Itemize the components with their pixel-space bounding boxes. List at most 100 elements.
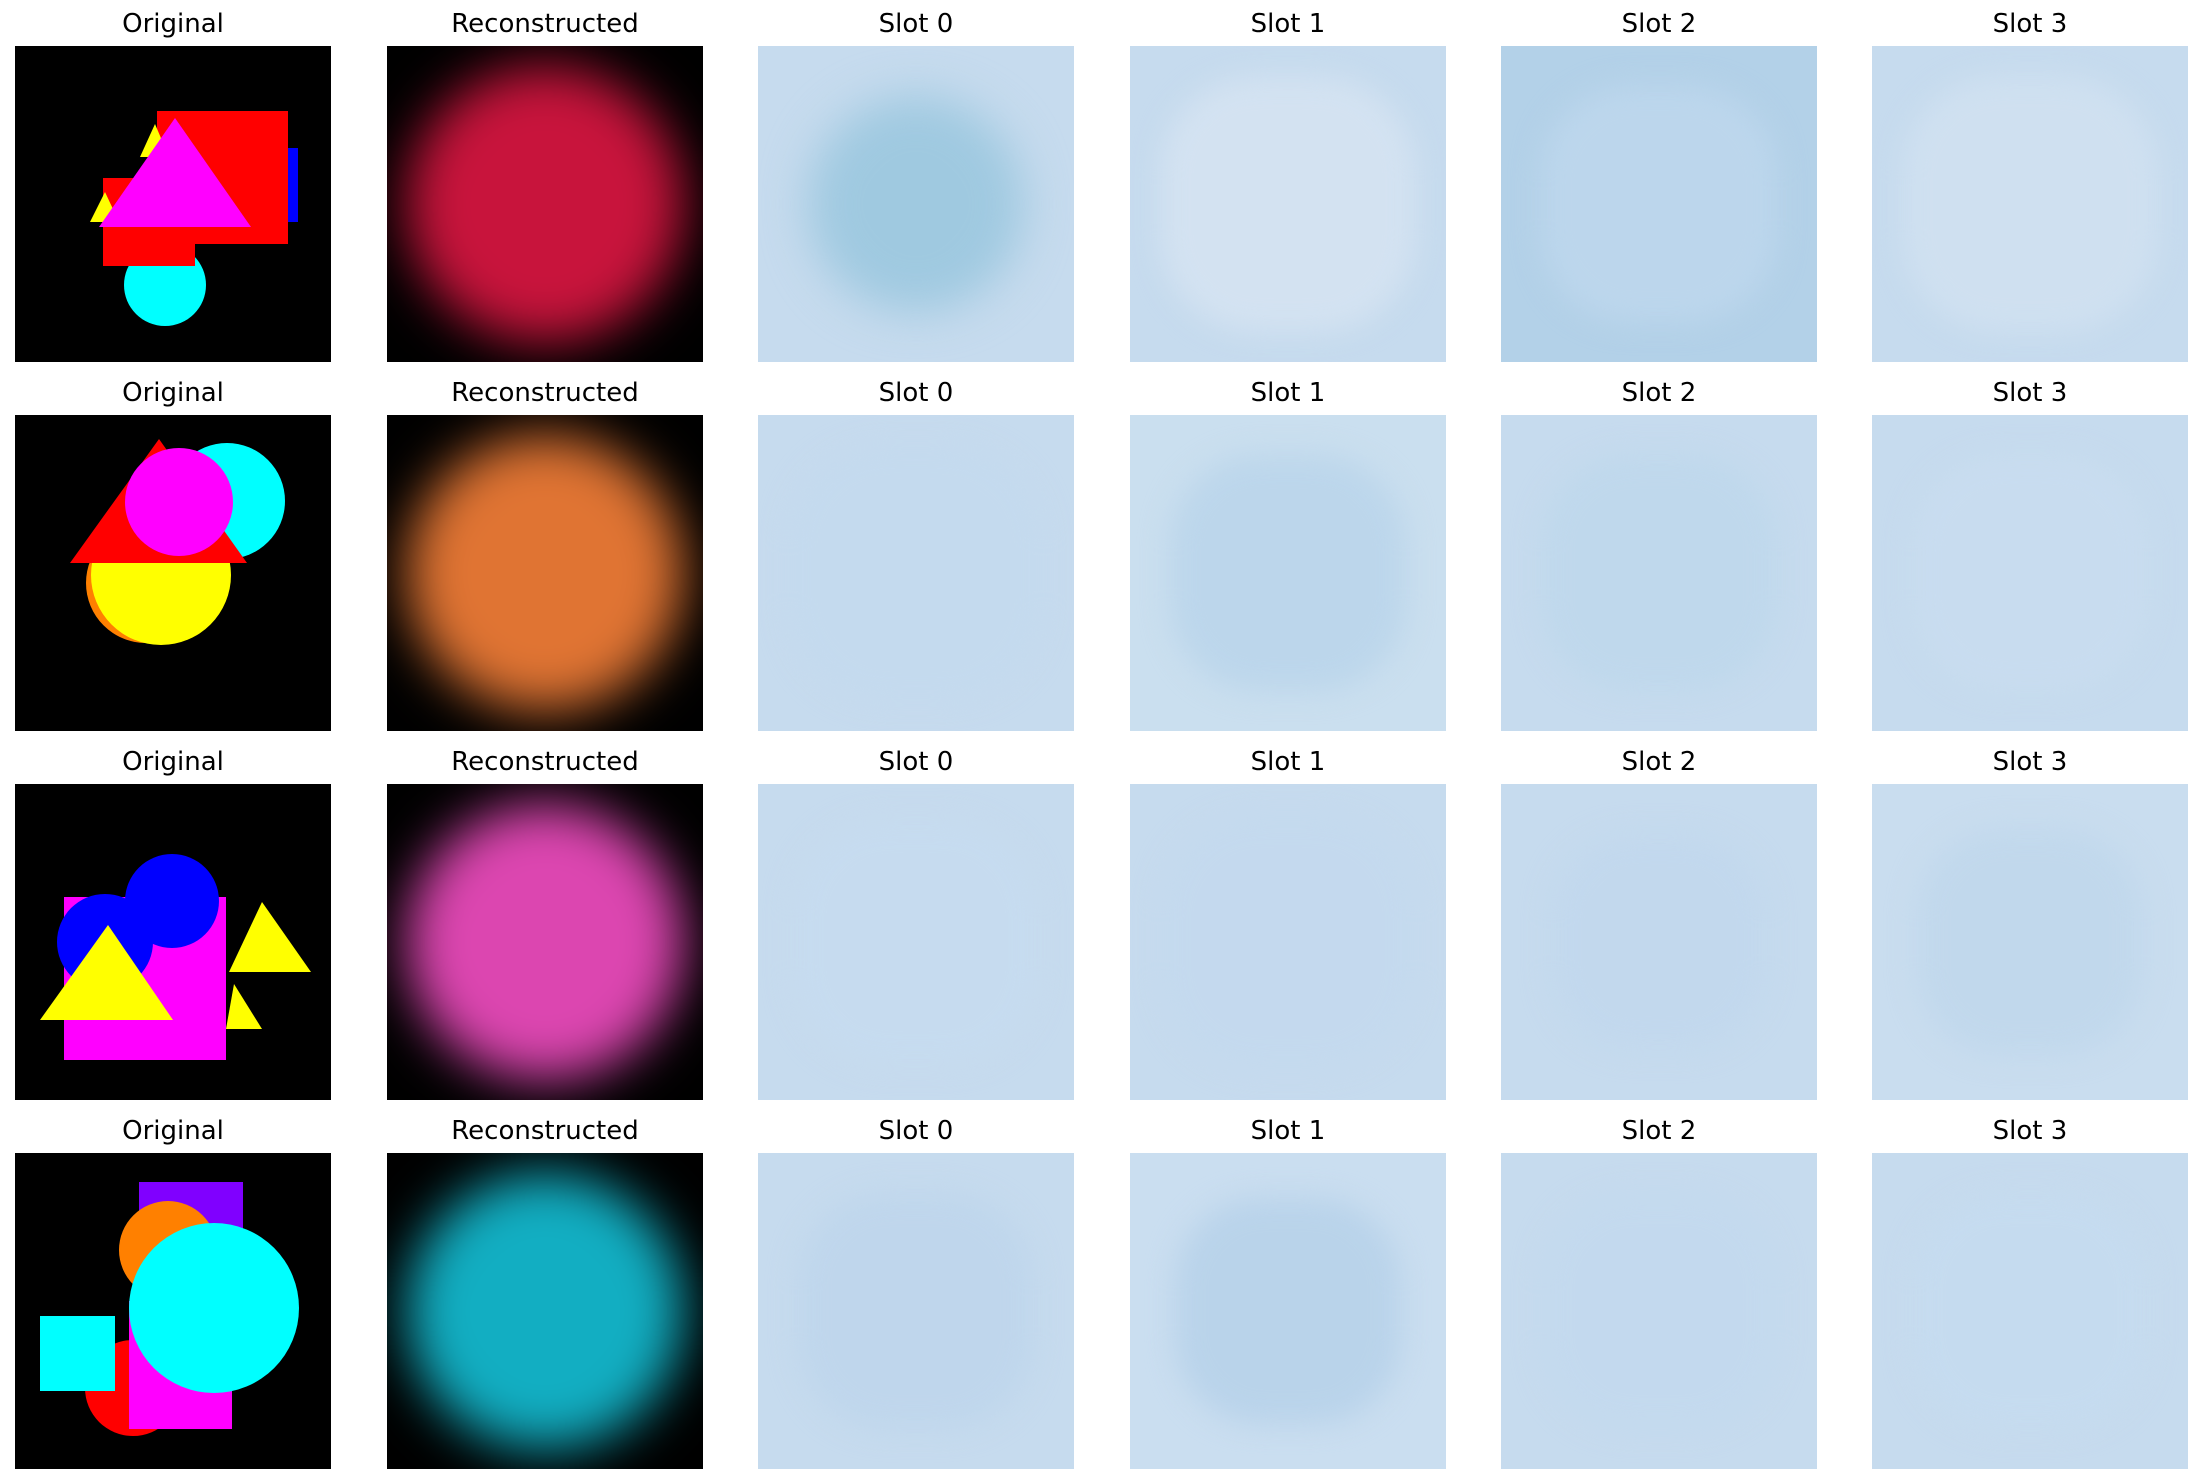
- slot-0-mask: [758, 46, 1074, 362]
- slot-tint: [798, 1193, 1034, 1429]
- original-image: [15, 46, 331, 362]
- slot-tint: [1917, 829, 2143, 1055]
- original-shapes: [90, 111, 298, 326]
- slot-2-cell: Slot 2: [1501, 369, 1817, 738]
- slot-3-mask: [1872, 1153, 2188, 1469]
- cyan-circle: [129, 1223, 299, 1393]
- slot-tint: [1541, 1193, 1777, 1429]
- reconstructed-image: [387, 46, 703, 362]
- cyan-square: [40, 1316, 115, 1391]
- slot-tint: [1160, 76, 1416, 332]
- slot-1-mask: [1130, 784, 1446, 1100]
- slot-0-cell: Slot 0: [758, 0, 1074, 369]
- slot-tint: [1912, 1193, 2148, 1429]
- original-title: Original: [122, 9, 224, 39]
- slot-2-mask: [1501, 415, 1817, 731]
- slot-tint: [1160, 814, 1416, 1070]
- original-cell: Original: [15, 738, 331, 1107]
- slot-title: Slot 0: [878, 9, 954, 39]
- blue-circle-top: [125, 854, 219, 948]
- slot-1-mask: [1130, 1153, 1446, 1469]
- slot-title: Slot 0: [878, 1116, 954, 1146]
- slot-tint: [1902, 76, 2158, 332]
- slot-0-mask: [758, 415, 1074, 731]
- reconstructed-title: Reconstructed: [451, 747, 639, 777]
- slot-0-cell: Slot 0: [758, 369, 1074, 738]
- slot-title: Slot 3: [1992, 378, 2068, 408]
- slot-1-cell: Slot 1: [1130, 1107, 1446, 1476]
- grid-row-2: Original Reconstructed Slot 0 Slot 1 Slo: [0, 369, 2201, 738]
- slot-3-cell: Slot 3: [1872, 0, 2188, 369]
- reconstruction-blob: [407, 66, 683, 342]
- original-cell: Original: [15, 369, 331, 738]
- original-cell: Original: [15, 1107, 331, 1476]
- reconstruction-blob: [407, 804, 683, 1080]
- yellow-triangle-small: [226, 984, 262, 1029]
- slot-title: Slot 3: [1992, 747, 2068, 777]
- slot-tint: [1551, 834, 1767, 1050]
- original-shapes: [40, 854, 311, 1060]
- slot-3-cell: Slot 3: [1872, 738, 2188, 1107]
- grid-row-4: Original Reconstructed Slot 0 Slot 1: [0, 1107, 2201, 1476]
- slot-1-cell: Slot 1: [1130, 369, 1446, 738]
- slot-1-mask: [1130, 415, 1446, 731]
- blue-square: [288, 148, 298, 222]
- slot-3-mask: [1872, 784, 2188, 1100]
- original-image: [15, 784, 331, 1100]
- slot-0-mask: [758, 1153, 1074, 1469]
- reconstructed-title: Reconstructed: [451, 1116, 639, 1146]
- slot-3-mask: [1872, 415, 2188, 731]
- slot-2-mask: [1501, 784, 1817, 1100]
- reconstructed-image: [387, 415, 703, 731]
- slot-0-cell: Slot 0: [758, 1107, 1074, 1476]
- reconstructed-image: [387, 784, 703, 1100]
- reconstruction-blob: [407, 435, 683, 711]
- slot-tint: [1541, 455, 1777, 691]
- original-shapes: [40, 1182, 299, 1436]
- slot-title: Slot 3: [1992, 1116, 2068, 1146]
- original-title: Original: [122, 1116, 224, 1146]
- slot-tint: [793, 819, 1039, 1065]
- magenta-circle: [125, 448, 233, 556]
- slot-2-mask: [1501, 1153, 1817, 1469]
- original-shapes: [70, 439, 285, 645]
- slot-1-cell: Slot 1: [1130, 0, 1446, 369]
- reconstruction-blob: [407, 1173, 683, 1449]
- slot-tint: [1541, 86, 1777, 322]
- yellow-triangle-left: [40, 925, 173, 1020]
- reconstructed-title: Reconstructed: [451, 9, 639, 39]
- original-title: Original: [122, 378, 224, 408]
- slot-3-cell: Slot 3: [1872, 369, 2188, 738]
- slot-1-mask: [1130, 46, 1446, 362]
- yellow-triangle-right: [229, 902, 311, 972]
- slot-title: Slot 0: [878, 747, 954, 777]
- slot-2-cell: Slot 2: [1501, 738, 1817, 1107]
- slot-2-cell: Slot 2: [1501, 1107, 1817, 1476]
- reconstructed-title: Reconstructed: [451, 378, 639, 408]
- slot-2-mask: [1501, 46, 1817, 362]
- slot-tint: [808, 96, 1024, 312]
- grid-row-3: Original Reconstructed Slot 0 Slot 1: [0, 738, 2201, 1107]
- slot-title: Slot 2: [1621, 9, 1697, 39]
- original-image: [15, 1153, 331, 1469]
- slot-3-mask: [1872, 46, 2188, 362]
- reconstructed-cell: Reconstructed: [387, 369, 703, 738]
- slot-1-cell: Slot 1: [1130, 738, 1446, 1107]
- slot-3-cell: Slot 3: [1872, 1107, 2188, 1476]
- grid-row-1: Original Reconstructed Slot 0 Slot 1: [0, 0, 2201, 369]
- magenta-triangle: [99, 118, 251, 227]
- slot-title: Slot 2: [1621, 1116, 1697, 1146]
- original-image: [15, 415, 331, 731]
- reconstructed-image: [387, 1153, 703, 1469]
- slot-0-cell: Slot 0: [758, 738, 1074, 1107]
- slot-title: Slot 1: [1250, 378, 1326, 408]
- slot-tint: [788, 445, 1044, 701]
- slot-title: Slot 3: [1992, 9, 2068, 39]
- slot-title: Slot 0: [878, 378, 954, 408]
- slot-tint: [1175, 1198, 1401, 1424]
- slot-tint: [1912, 455, 2148, 691]
- original-title: Original: [122, 747, 224, 777]
- slot-2-cell: Slot 2: [1501, 0, 1817, 369]
- slot-title: Slot 1: [1250, 1116, 1326, 1146]
- slot-tint: [1170, 455, 1406, 691]
